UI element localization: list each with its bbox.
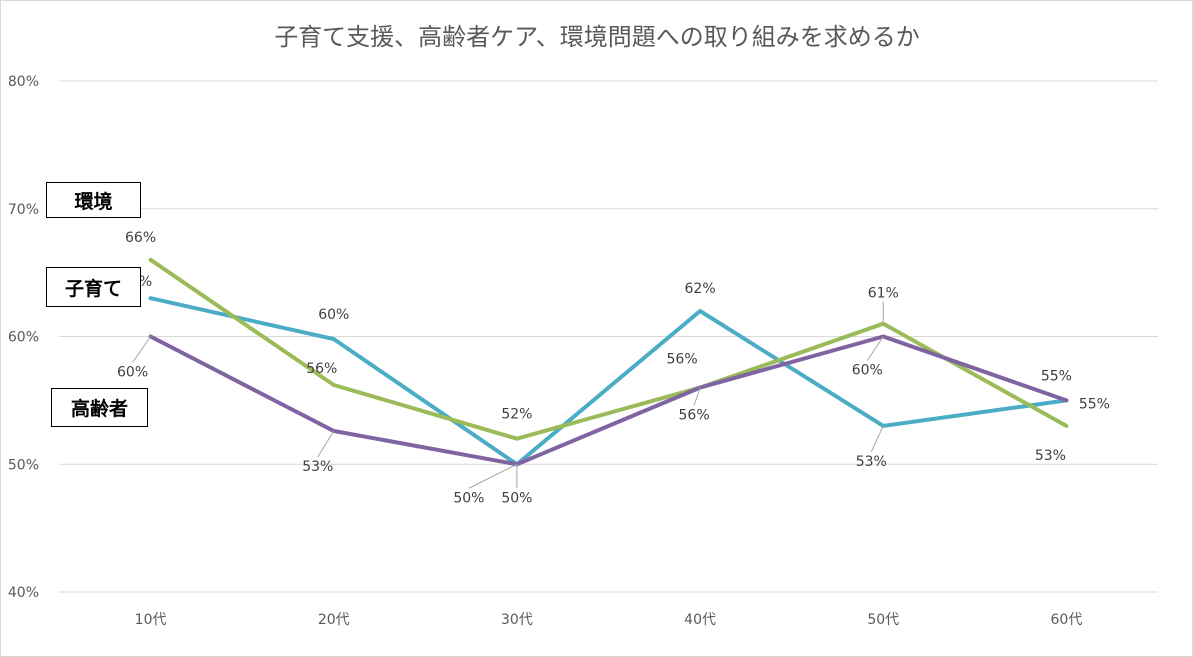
data-label-環境: 66% — [125, 230, 156, 246]
data-label-子育て: 50% — [501, 490, 532, 506]
data-label-環境: 56% — [667, 352, 698, 368]
data-label-高齢者: 60% — [117, 365, 148, 381]
data-label-子育て: 55% — [1079, 396, 1110, 412]
label-leader-line — [866, 336, 884, 361]
legend-label-環境: 環境 — [46, 182, 141, 218]
data-label-子育て: 62% — [685, 281, 716, 297]
series-line-高齢者 — [148, 334, 1069, 467]
x-tick-label: 20代 — [318, 612, 350, 628]
data-label-環境: 53% — [1035, 448, 1066, 464]
y-tick-label: 70% — [8, 202, 39, 218]
data-label-環境: 52% — [501, 407, 532, 423]
legend-label-子育て: 子育て — [46, 267, 141, 307]
data-label-環境: 61% — [868, 286, 899, 302]
data-label-高齢者: 60% — [852, 363, 883, 379]
x-tick-label: 50代 — [867, 612, 899, 628]
x-tick-label: 30代 — [501, 612, 533, 628]
x-tick-label: 10代 — [135, 612, 167, 628]
label-leader-line — [468, 463, 518, 489]
chart-title: 子育て支援、高齢者ケア、環境問題への取り組みを求めるか — [274, 23, 920, 51]
data-label-環境: 56% — [306, 361, 337, 377]
series-line-環境 — [148, 257, 1069, 441]
y-tick-label: 40% — [8, 585, 39, 601]
y-tick-label: 60% — [8, 330, 39, 346]
data-label-高齢者: 50% — [453, 490, 484, 506]
legend-label-高齢者: 高齢者 — [51, 388, 148, 427]
data-label-高齢者: 55% — [1041, 368, 1072, 384]
label-leader-line — [870, 425, 884, 453]
data-label-子育て: 53% — [856, 454, 887, 470]
data-label-高齢者: 53% — [302, 459, 333, 475]
data-label-高齢者: 56% — [679, 408, 710, 424]
x-tick-label: 40代 — [684, 612, 716, 628]
label-leader-line — [132, 336, 151, 363]
y-tick-label: 80% — [8, 74, 39, 90]
x-tick-label: 60代 — [1051, 612, 1083, 628]
series-line-子育て — [148, 296, 1069, 467]
y-tick-label: 50% — [8, 457, 39, 473]
label-leader-line — [317, 430, 335, 458]
data-label-子育て: 60% — [318, 307, 349, 323]
label-leader-line — [693, 387, 701, 406]
